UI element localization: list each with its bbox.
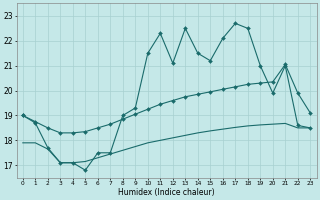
X-axis label: Humidex (Indice chaleur): Humidex (Indice chaleur) — [118, 188, 215, 197]
